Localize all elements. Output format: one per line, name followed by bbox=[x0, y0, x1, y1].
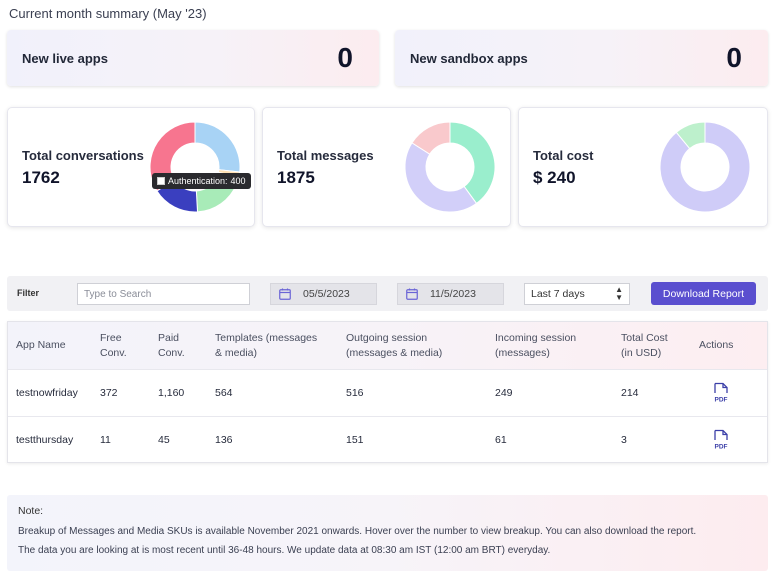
donut-slice[interactable] bbox=[675, 121, 706, 150]
donut-slice[interactable] bbox=[194, 121, 241, 173]
conversations-donut-chart[interactable] bbox=[145, 117, 245, 217]
download-report-button[interactable]: Download Report bbox=[651, 282, 756, 305]
search-input[interactable] bbox=[77, 283, 250, 305]
header-paid-conv: Paid Conv. bbox=[158, 331, 185, 361]
cell-templates: 564 bbox=[215, 387, 233, 399]
header-templates-line1: Templates (messages bbox=[215, 332, 318, 344]
donut-slice[interactable] bbox=[449, 121, 496, 205]
header-paid-line1: Paid bbox=[158, 332, 180, 344]
usage-table: App Name Free Conv. Paid Conv. Templates… bbox=[7, 321, 768, 463]
cell-templates: 136 bbox=[215, 434, 233, 446]
pdf-download-icon[interactable]: PDF bbox=[712, 382, 730, 404]
total-messages-label: Total messages bbox=[277, 148, 374, 163]
header-paid-line2: Conv. bbox=[158, 347, 185, 359]
header-templates: Templates (messages & media) bbox=[215, 331, 317, 361]
new-sandbox-apps-label: New sandbox apps bbox=[410, 50, 528, 66]
table-row: testthursday 11 45 136 151 61 3 PDF bbox=[8, 416, 767, 463]
new-sandbox-apps-value: 0 bbox=[726, 42, 742, 73]
header-free-line2: Conv. bbox=[100, 347, 127, 359]
cell-free-conv: 372 bbox=[100, 387, 118, 399]
cell-outgoing: 516 bbox=[346, 387, 364, 399]
cell-paid-conv: 1,160 bbox=[158, 387, 185, 399]
cell-app-name: testthursday bbox=[16, 434, 74, 446]
sort-arrows-icon: ▲︎ ▼︎ bbox=[615, 285, 623, 302]
date-from-field[interactable]: 05/5/2023 bbox=[270, 283, 377, 305]
section-title: Current month summary (May '23) bbox=[9, 6, 207, 21]
cell-app-name: testnowfriday bbox=[16, 387, 78, 399]
header-cost-line2: (in USD) bbox=[621, 347, 662, 359]
header-incoming-line2: (messages) bbox=[495, 347, 550, 359]
calendar-icon bbox=[279, 288, 291, 300]
date-to-value: 11/5/2023 bbox=[430, 288, 476, 300]
donut-slice[interactable] bbox=[404, 142, 478, 213]
total-conversations-label: Total conversations bbox=[22, 148, 144, 163]
header-outgoing-session: Outgoing session (messages & media) bbox=[346, 331, 442, 361]
cell-total-cost: 214 bbox=[621, 387, 639, 399]
header-total-cost: Total Cost (in USD) bbox=[621, 331, 668, 361]
chart-tooltip: Authentication: 400 bbox=[152, 173, 251, 189]
date-to-field[interactable]: 11/5/2023 bbox=[397, 283, 504, 305]
new-live-apps-label: New live apps bbox=[22, 50, 108, 66]
calendar-icon bbox=[406, 288, 418, 300]
header-outgoing-line2: (messages & media) bbox=[346, 347, 443, 359]
header-templates-line2: & media) bbox=[215, 347, 258, 359]
cost-donut-chart[interactable] bbox=[655, 117, 755, 217]
date-from-value: 05/5/2023 bbox=[303, 288, 350, 300]
header-app-name: App Name bbox=[16, 339, 66, 351]
pdf-download-icon[interactable]: PDF bbox=[712, 429, 730, 451]
donut-slice[interactable] bbox=[411, 121, 451, 155]
tooltip-value: 400 bbox=[230, 176, 246, 186]
header-free-conv: Free Conv. bbox=[100, 331, 127, 361]
filter-bar: Filter 05/5/2023 11/5/2023 Last 7 days ▲… bbox=[7, 276, 768, 311]
note-line-1: Breakup of Messages and Media SKUs is av… bbox=[18, 526, 697, 537]
cell-total-cost: 3 bbox=[621, 434, 627, 446]
note-box: Note: Breakup of Messages and Media SKUs… bbox=[7, 495, 768, 571]
total-cost-label: Total cost bbox=[533, 148, 594, 163]
table-header: App Name Free Conv. Paid Conv. Templates… bbox=[8, 322, 767, 369]
cell-incoming: 249 bbox=[495, 387, 513, 399]
header-outgoing-line1: Outgoing session bbox=[346, 332, 428, 344]
total-messages-value: 1875 bbox=[277, 168, 315, 187]
tooltip-swatch bbox=[157, 177, 165, 185]
cell-free-conv: 11 bbox=[100, 434, 111, 446]
note-title: Note: bbox=[18, 505, 44, 517]
header-free-line1: Free bbox=[100, 332, 122, 344]
total-messages-card: Total messages 1875 bbox=[262, 107, 511, 227]
note-line-2: The data you are looking at is most rece… bbox=[18, 545, 551, 556]
table-row: testnowfriday 372 1,160 564 516 249 214 … bbox=[8, 369, 767, 416]
messages-donut-chart[interactable] bbox=[400, 117, 500, 217]
filter-label: Filter bbox=[17, 288, 40, 298]
header-cost-line1: Total Cost bbox=[621, 332, 668, 344]
header-incoming-line1: Incoming session bbox=[495, 332, 577, 344]
svg-text:PDF: PDF bbox=[715, 444, 728, 451]
cell-paid-conv: 45 bbox=[158, 434, 170, 446]
total-cost-card: Total cost $ 240 bbox=[518, 107, 768, 227]
date-range-select[interactable]: Last 7 days ▲︎ ▼︎ bbox=[524, 283, 630, 305]
tooltip-label: Authentication: bbox=[168, 176, 228, 186]
date-range-value: Last 7 days bbox=[531, 288, 585, 300]
header-incoming-session: Incoming session (messages) bbox=[495, 331, 576, 361]
new-live-apps-card: New live apps 0 bbox=[7, 30, 379, 86]
total-conversations-card: Total conversations 1762 bbox=[7, 107, 255, 227]
total-conversations-value: 1762 bbox=[22, 168, 60, 187]
cell-incoming: 61 bbox=[495, 434, 507, 446]
header-actions: Actions bbox=[699, 339, 734, 351]
cell-outgoing: 151 bbox=[346, 434, 364, 446]
new-sandbox-apps-card: New sandbox apps 0 bbox=[395, 30, 768, 86]
total-cost-value: $ 240 bbox=[533, 168, 576, 187]
new-live-apps-value: 0 bbox=[337, 42, 353, 73]
svg-text:PDF: PDF bbox=[715, 397, 728, 404]
donut-slice[interactable] bbox=[149, 121, 196, 185]
donut-slice[interactable] bbox=[659, 121, 751, 213]
